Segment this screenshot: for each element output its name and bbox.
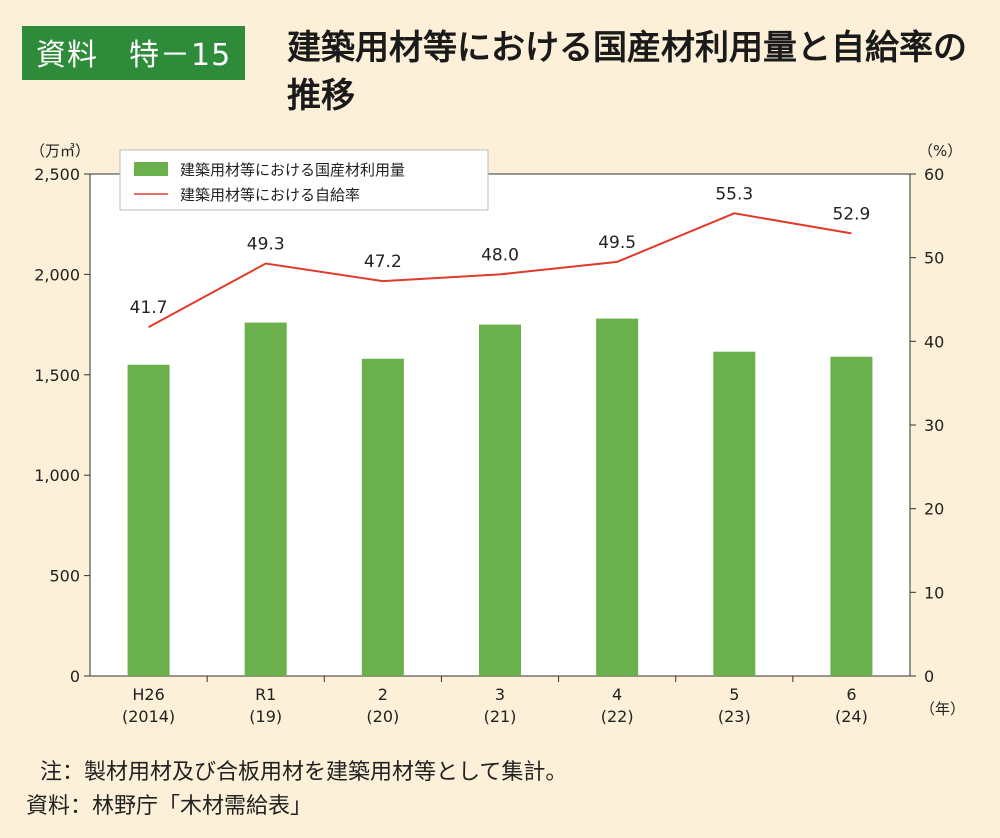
- x-tick-label: 6: [846, 685, 856, 704]
- x-tick-label: (21): [484, 707, 517, 726]
- x-tick-label: 5: [729, 685, 739, 704]
- right-axis-tick-label: 60: [924, 165, 944, 184]
- left-axis-tick-label: 0: [70, 667, 80, 686]
- x-axis-unit-label: （年）: [920, 700, 965, 718]
- right-axis-tick-label: 40: [924, 332, 944, 351]
- left-axis-tick-label: 1,500: [34, 366, 80, 385]
- left-axis-tick-label: 2,000: [34, 265, 80, 284]
- right-axis-unit-label: （%）: [918, 142, 962, 160]
- x-tick-label: (20): [366, 707, 399, 726]
- x-tick-label: (2014): [122, 707, 175, 726]
- right-axis-tick-label: 50: [924, 249, 944, 268]
- left-axis-tick-label: 2,500: [34, 165, 80, 184]
- figure-number-badge: 資料 特－15: [22, 26, 246, 80]
- source-text: 資料：林野庁「木材需給表」: [26, 794, 313, 819]
- line-data-label-2: 47.2: [364, 252, 402, 272]
- legend-bar-swatch: [134, 162, 168, 176]
- bar-1: [244, 322, 287, 676]
- self-sufficiency-line: [148, 212, 852, 328]
- bar-5: [713, 351, 756, 676]
- left-axis-tick-label: 500: [49, 567, 80, 586]
- line-data-label-4: 49.5: [598, 233, 636, 253]
- bar-4: [596, 318, 639, 676]
- note-text: 注：製材用材及び合板用材を建築用材等として集計。: [40, 760, 568, 785]
- x-tick-label: H26: [132, 685, 164, 704]
- legend-box: [119, 149, 489, 211]
- bar-6: [830, 356, 873, 676]
- legend-bar-label: 建築用材等における国産材利用量: [180, 161, 405, 179]
- x-tick-label: (23): [718, 707, 751, 726]
- left-axis-tick-label: 1,000: [34, 466, 80, 485]
- x-tick-label: (22): [601, 707, 634, 726]
- bar-2: [361, 358, 404, 676]
- x-tick-label: 4: [612, 685, 622, 704]
- line-data-label-0: 41.7: [130, 298, 168, 318]
- line-data-label-6: 52.9: [832, 204, 870, 224]
- line-data-label-3: 48.0: [481, 245, 519, 265]
- left-axis-unit-label: （万㎥）: [30, 142, 90, 160]
- combo-chart: 0 500 1,000 1,500 2,000 2,500 0 10 20 30 40 50 60 （万㎥…: [30, 142, 965, 726]
- x-tick-label: R1: [255, 685, 276, 704]
- x-tick-label: 3: [495, 685, 505, 704]
- chart-title: 建築用材等における国産材利用量と自給率の推移: [287, 28, 967, 116]
- x-tick-label: 2: [378, 685, 388, 704]
- right-axis-tick-label: 0: [924, 667, 934, 686]
- legend-line-label: 建築用材等における自給率: [180, 186, 360, 204]
- x-tick-label: (24): [835, 707, 868, 726]
- right-axis-tick-label: 10: [924, 583, 944, 602]
- right-axis-tick-label: 20: [924, 500, 944, 519]
- line-data-label-1: 49.3: [247, 235, 285, 255]
- bar-0: [127, 364, 170, 676]
- right-axis-tick-label: 30: [924, 416, 944, 435]
- x-tick-label: (19): [249, 707, 282, 726]
- line-data-label-5: 55.3: [715, 184, 753, 204]
- footnotes: 注：製材用材及び合板用材を建築用材等として集計。 資料：林野庁「木材需給表」: [26, 756, 568, 824]
- bar-3: [479, 324, 521, 676]
